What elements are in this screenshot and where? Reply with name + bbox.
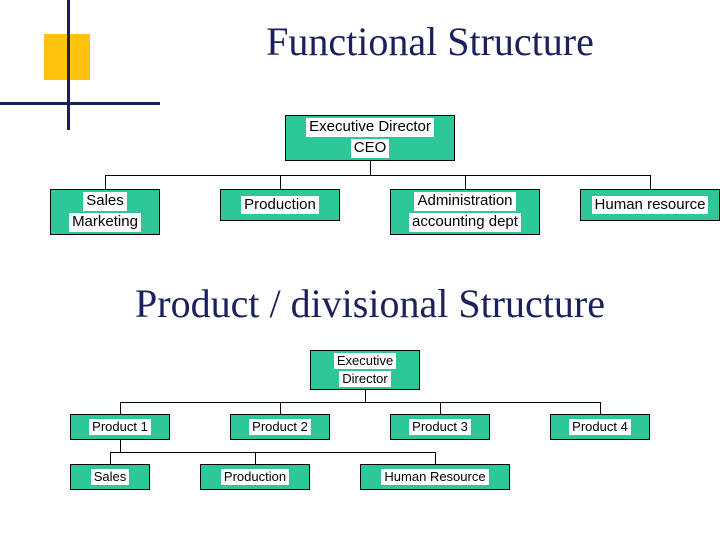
connector [365, 390, 366, 402]
connector [280, 175, 281, 189]
level2-node-1: Production [200, 464, 310, 490]
connector [440, 402, 441, 414]
child-node-2-label: accounting dept [409, 213, 521, 232]
level2-node-0: Sales [70, 464, 150, 490]
title-divisional: Product / divisional Structure [60, 280, 680, 327]
child-node-0-label: Marketing [69, 213, 141, 232]
child-node-2-label: Administration [414, 192, 515, 211]
child-node-3-label: Human resource [592, 196, 709, 215]
level2-node-2: Human Resource [360, 464, 510, 490]
child-node-1: Production [220, 189, 340, 221]
level1-node-1: Product 2 [230, 414, 330, 440]
connector [435, 452, 436, 464]
level1-node-3: Product 4 [550, 414, 650, 440]
child-node-2: Administration accounting dept [390, 189, 540, 235]
root-node: Executive Director CEO [285, 115, 455, 161]
connector [120, 402, 600, 403]
level1-node-3-label: Product 4 [569, 419, 631, 435]
root-node-label: Executive [334, 353, 396, 369]
title-functional: Functional Structure [170, 18, 690, 65]
child-node-0: Sales Marketing [50, 189, 160, 235]
connector [280, 402, 281, 414]
root-node: Executive Director [310, 350, 420, 390]
connector [600, 402, 601, 414]
level2-node-2-label: Human Resource [381, 469, 488, 485]
divisional-structure-chart: Executive Director Product 1 Product 2 Produ… [70, 350, 670, 520]
root-node-label: CEO [351, 139, 390, 158]
accent-line-vertical [67, 0, 70, 130]
child-node-1-label: Production [241, 196, 319, 215]
connector [650, 175, 651, 189]
connector [110, 452, 435, 453]
root-node-label: Executive Director [306, 118, 434, 137]
connector [105, 175, 106, 189]
connector [255, 452, 256, 464]
connector [110, 452, 111, 464]
root-node-label: Director [339, 371, 391, 387]
connector [465, 175, 466, 189]
connector [370, 161, 371, 175]
child-node-3: Human resource [580, 189, 720, 221]
functional-structure-chart: Executive Director CEO Sales Marketing Produ… [50, 115, 690, 260]
level1-node-0-label: Product 1 [89, 419, 151, 435]
accent-line-horizontal [0, 102, 160, 105]
level1-node-2: Product 3 [390, 414, 490, 440]
connector [105, 175, 650, 176]
connector [120, 440, 121, 452]
level1-node-2-label: Product 3 [409, 419, 471, 435]
level1-node-1-label: Product 2 [249, 419, 311, 435]
child-node-0-label: Sales [83, 192, 127, 211]
level2-node-1-label: Production [221, 469, 289, 485]
level1-node-0: Product 1 [70, 414, 170, 440]
connector [120, 402, 121, 414]
level2-node-0-label: Sales [91, 469, 130, 485]
